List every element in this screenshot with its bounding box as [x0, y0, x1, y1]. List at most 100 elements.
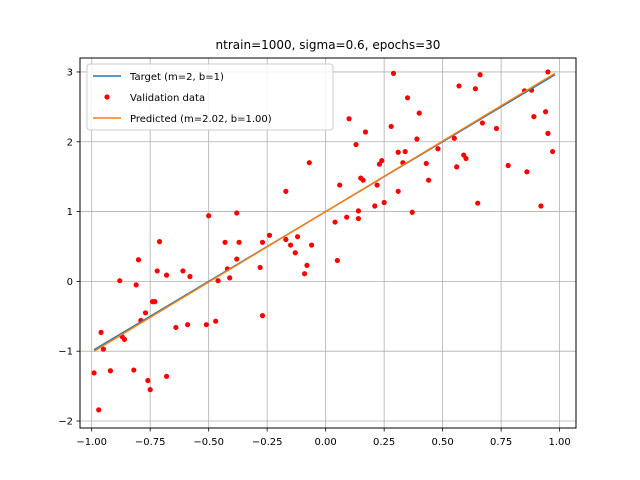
validation-point [259, 313, 266, 319]
validation-point [395, 149, 401, 155]
validation-point [154, 268, 160, 274]
validation-point [234, 210, 240, 216]
validation-point [156, 239, 163, 245]
validation-point [234, 256, 240, 262]
validation-point [416, 110, 422, 116]
validation-point [395, 188, 401, 194]
validation-point [372, 203, 378, 209]
validation-point [531, 114, 537, 120]
axis-ticks: −1.00 −0.75 −0.50 −0.25 0.00 0.25 0.50 0.75 1.00… [58, 67, 571, 448]
validation-point [475, 200, 481, 206]
x-tick-label: −0.75 [135, 437, 166, 448]
validation-point [334, 257, 340, 264]
validation-point [283, 236, 289, 243]
validation-point [287, 242, 294, 248]
validation-point [222, 239, 228, 245]
validation-point [451, 135, 457, 141]
validation-point [374, 182, 380, 188]
validation-point [456, 83, 462, 89]
validation-point [337, 182, 343, 188]
y-tick-label: −2 [58, 417, 73, 428]
validation-point [344, 214, 350, 220]
plot-data [91, 69, 556, 413]
validation-point [121, 336, 128, 342]
validation-point [477, 72, 483, 78]
y-tick-label: 1 [67, 207, 73, 218]
validation-point [388, 123, 394, 130]
validation-point [98, 329, 104, 335]
validation-point [304, 262, 310, 268]
legend-point-swatch [104, 94, 110, 100]
y-tick-label: 3 [67, 67, 73, 78]
x-tick-label: 0.25 [373, 437, 395, 448]
x-tick-label: −0.25 [252, 437, 283, 448]
validation-point [538, 203, 544, 209]
x-tick-label: −0.50 [193, 437, 224, 448]
x-tick-label: 0.75 [490, 437, 512, 448]
plot-frame [79, 57, 577, 429]
validation-point [381, 199, 387, 206]
validation-point [206, 213, 212, 219]
validation-point [257, 264, 263, 271]
predicted-line [93, 72, 556, 352]
legend-box [86, 63, 334, 131]
x-tick-label: −1.00 [76, 437, 107, 448]
legend-label: Target (m=2, b=1) [129, 72, 224, 83]
validation-point [147, 387, 153, 393]
validation-point [379, 158, 385, 164]
validation-point [163, 272, 170, 278]
validation-point [107, 368, 114, 374]
legend: Target (m=2, b=1) Validation data Predicte… [86, 63, 334, 131]
validation-point [100, 346, 106, 352]
validation-point [355, 208, 362, 214]
legend-label: Validation data [130, 93, 205, 104]
validation-point [135, 257, 142, 263]
validation-point [292, 250, 298, 256]
validation-point [402, 148, 408, 155]
validation-point [414, 136, 420, 142]
validation-point [423, 160, 429, 167]
validation-point [463, 155, 469, 162]
validation-point [505, 162, 511, 169]
validation-point [426, 177, 432, 183]
validation-point [227, 275, 233, 281]
validation-point [332, 219, 338, 225]
validation-point [294, 234, 301, 240]
validation-point [550, 148, 556, 155]
validation-point [454, 164, 460, 170]
validation-point [404, 95, 411, 101]
validation-point [152, 299, 158, 305]
validation-point [173, 324, 179, 331]
validation-point [142, 310, 149, 316]
x-tick-label: 1.00 [548, 437, 570, 448]
validation-point [360, 177, 366, 183]
validation-point [117, 278, 123, 284]
validation-point [545, 130, 551, 136]
validation-point [309, 242, 315, 248]
validation-point [131, 367, 137, 373]
validation-point [203, 322, 209, 328]
chart-title: ntrain=1000, sigma=0.6, epochs=30 [216, 38, 441, 52]
validation-point [409, 209, 415, 215]
validation-point [542, 109, 549, 115]
validation-point [479, 120, 486, 126]
validation-point [259, 239, 266, 245]
validation-point [96, 407, 102, 413]
validation-point [355, 215, 362, 222]
validation-point [236, 239, 242, 245]
x-tick-label: 0.50 [432, 437, 454, 448]
validation-point [133, 282, 139, 288]
validation-point [283, 188, 289, 194]
y-tick-label: −1 [58, 347, 73, 358]
legend-label: Predicted (m=2.02, b=1.00) [130, 114, 272, 125]
validation-point [435, 146, 441, 152]
x-tick-label: 0.00 [315, 437, 337, 448]
validation-point [493, 125, 500, 132]
validation-point [213, 318, 219, 324]
validation-point [353, 141, 359, 148]
y-tick-label: 0 [67, 277, 73, 288]
validation-point [306, 160, 312, 166]
y-tick-label: 2 [67, 137, 73, 148]
validation-point [346, 116, 352, 122]
